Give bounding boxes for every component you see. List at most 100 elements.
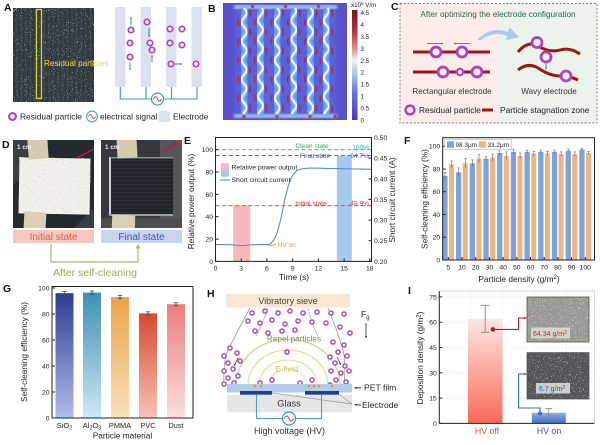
svg-text:10: 10 bbox=[458, 265, 466, 272]
svg-text:0.40: 0.40 bbox=[374, 176, 387, 183]
svg-text:60: 60 bbox=[433, 189, 441, 196]
svg-text:Self-cleaning efficiency (%): Self-cleaning efficiency (%) bbox=[420, 149, 430, 249]
svg-text:E: E bbox=[184, 135, 191, 147]
svg-text:Repel particles: Repel particles bbox=[267, 335, 321, 344]
svg-text:50: 50 bbox=[513, 265, 521, 272]
svg-text:C: C bbox=[391, 1, 399, 13]
svg-text:Relative power output: Relative power output bbox=[232, 165, 298, 172]
svg-text:Rectangular electrode: Rectangular electrode bbox=[412, 87, 492, 96]
svg-text:3.5: 3.5 bbox=[361, 34, 370, 41]
svg-text:100: 100 bbox=[38, 286, 50, 293]
svg-text:Short circuit current: Short circuit current bbox=[232, 177, 291, 184]
svg-text:60: 60 bbox=[429, 320, 437, 327]
svg-text:0: 0 bbox=[433, 421, 437, 428]
svg-text:40: 40 bbox=[433, 212, 441, 219]
svg-text:D: D bbox=[2, 139, 10, 151]
svg-text:F: F bbox=[404, 135, 411, 147]
svg-text:3: 3 bbox=[361, 46, 365, 53]
svg-text:80: 80 bbox=[42, 312, 50, 319]
svg-text:12: 12 bbox=[315, 265, 323, 272]
svg-text:Al2O3: Al2O3 bbox=[83, 421, 101, 432]
svg-text:Residual particles: Residual particles bbox=[44, 59, 109, 68]
svg-text:HV on: HV on bbox=[537, 426, 562, 436]
svg-text:SiO2: SiO2 bbox=[57, 421, 72, 432]
svg-text:6: 6 bbox=[265, 265, 269, 272]
svg-text:33.2μm: 33.2μm bbox=[488, 142, 509, 149]
svg-text:100: 100 bbox=[580, 265, 592, 272]
svg-text:60: 60 bbox=[42, 338, 50, 345]
svg-text:Relative power output (%): Relative power output (%) bbox=[186, 154, 196, 250]
svg-text:HV on: HV on bbox=[278, 242, 297, 249]
svg-text:20: 20 bbox=[433, 235, 441, 242]
svg-text:0.20: 0.20 bbox=[374, 259, 387, 266]
svg-text:0: 0 bbox=[209, 259, 213, 266]
svg-text:20: 20 bbox=[205, 237, 213, 244]
svg-text:18: 18 bbox=[366, 265, 374, 272]
svg-text:30: 30 bbox=[429, 370, 437, 377]
svg-text:B: B bbox=[208, 3, 216, 15]
svg-text:E-field: E-field bbox=[276, 365, 299, 374]
svg-text:80: 80 bbox=[205, 170, 213, 177]
svg-text:Self-cleaning efficiency (%): Self-cleaning efficiency (%) bbox=[19, 302, 29, 402]
svg-text:45: 45 bbox=[429, 345, 437, 352]
svg-text:High voltage (HV): High voltage (HV) bbox=[254, 426, 325, 436]
svg-text:After optimizing the electrode: After optimizing the electrode configura… bbox=[420, 10, 576, 19]
svg-text:G: G bbox=[3, 283, 11, 295]
svg-text:HV off: HV off bbox=[475, 426, 500, 436]
svg-text:0.5: 0.5 bbox=[361, 105, 370, 112]
svg-text:60: 60 bbox=[527, 265, 535, 272]
svg-text:Deposition density (g/m2): Deposition density (g/m2) bbox=[415, 311, 425, 404]
svg-text:70: 70 bbox=[540, 265, 548, 272]
svg-text:0: 0 bbox=[436, 258, 440, 265]
svg-text:100%: 100% bbox=[352, 145, 369, 152]
svg-text:Vibratory sieve: Vibratory sieve bbox=[258, 296, 317, 306]
svg-text:94.7%: 94.7% bbox=[350, 153, 369, 160]
svg-text:0.45: 0.45 bbox=[374, 156, 387, 163]
svg-text:Dust: Dust bbox=[168, 421, 183, 430]
svg-text:4: 4 bbox=[361, 22, 365, 29]
svg-text:80: 80 bbox=[433, 167, 441, 174]
svg-text:PVC: PVC bbox=[140, 421, 156, 430]
svg-text:100: 100 bbox=[429, 144, 441, 151]
svg-text:2.5: 2.5 bbox=[361, 58, 370, 65]
svg-text:Residual particle: Residual particle bbox=[20, 112, 82, 122]
svg-text:Short circuit current (A): Short circuit current (A) bbox=[387, 157, 397, 243]
svg-text:Electrode: Electrode bbox=[173, 112, 209, 122]
svg-text:40: 40 bbox=[42, 364, 50, 371]
svg-text:15: 15 bbox=[340, 265, 348, 272]
svg-text:Electrode: Electrode bbox=[362, 400, 399, 410]
svg-text:49.9%: 49.9% bbox=[350, 201, 369, 208]
svg-text:PET film: PET film bbox=[364, 383, 396, 393]
svg-text:80: 80 bbox=[554, 265, 562, 272]
svg-text:98.3μm: 98.3μm bbox=[456, 142, 477, 149]
svg-text:6.7 g/m2: 6.7 g/m2 bbox=[539, 385, 565, 393]
svg-text:90: 90 bbox=[568, 265, 576, 272]
svg-text:0: 0 bbox=[214, 265, 218, 272]
svg-text:20: 20 bbox=[472, 265, 480, 272]
svg-text:0: 0 bbox=[361, 117, 365, 124]
svg-text:0.50: 0.50 bbox=[374, 135, 387, 142]
svg-text:I: I bbox=[408, 285, 411, 297]
svg-text:Wavy electrode: Wavy electrode bbox=[521, 87, 577, 96]
svg-text:Time (s): Time (s) bbox=[279, 272, 309, 282]
svg-text:After self-cleaning: After self-cleaning bbox=[53, 267, 137, 279]
svg-text:Particle density (g/m2): Particle density (g/m2) bbox=[478, 274, 560, 284]
svg-text:Final state: Final state bbox=[118, 232, 165, 243]
svg-text:40: 40 bbox=[499, 265, 507, 272]
svg-text:3: 3 bbox=[239, 265, 243, 272]
svg-text:Final state: Final state bbox=[300, 153, 331, 160]
svg-text:0.25: 0.25 bbox=[374, 238, 387, 245]
svg-text:1 cm: 1 cm bbox=[105, 144, 120, 151]
svg-text:15: 15 bbox=[429, 396, 437, 403]
svg-text:A: A bbox=[4, 2, 12, 14]
svg-text:Residual particle: Residual particle bbox=[419, 105, 481, 115]
svg-text:Glass: Glass bbox=[277, 399, 301, 409]
svg-text:20: 20 bbox=[42, 390, 50, 397]
svg-text:1: 1 bbox=[361, 94, 365, 101]
svg-text:H: H bbox=[207, 288, 215, 300]
svg-text:40: 40 bbox=[205, 214, 213, 221]
svg-text:Initial state: Initial state bbox=[295, 200, 327, 207]
svg-text:60: 60 bbox=[205, 192, 213, 199]
svg-text:1.5: 1.5 bbox=[361, 82, 370, 89]
svg-text:1 cm: 1 cm bbox=[17, 144, 32, 151]
